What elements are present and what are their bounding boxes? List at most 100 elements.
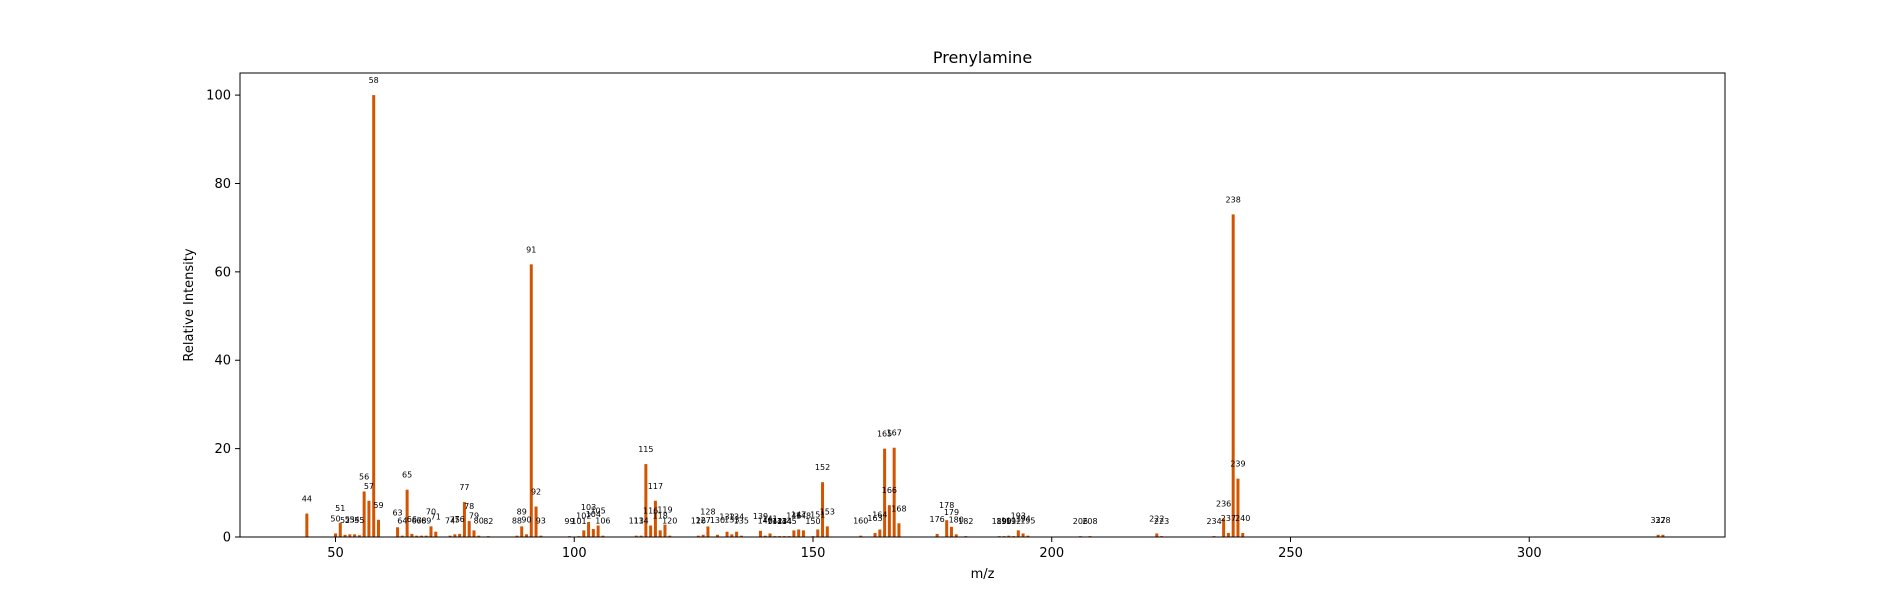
peak-bar	[639, 535, 643, 537]
peak-label: 168	[891, 504, 906, 513]
x-axis-title: m/z	[971, 567, 995, 582]
peak-bar	[768, 533, 772, 537]
x-tick-label: 100	[562, 546, 587, 561]
peak-bar	[1021, 533, 1025, 537]
peak-bar	[892, 447, 896, 537]
peak-bar	[1241, 533, 1245, 537]
peak-bar	[821, 482, 825, 537]
peak-label: 328	[1655, 516, 1670, 525]
peak-label: 44	[302, 495, 312, 504]
peak-label: 50	[330, 514, 340, 523]
peak-bar	[477, 535, 481, 537]
peak-label: 119	[657, 506, 672, 515]
peak-bar	[887, 505, 891, 537]
peak-label: 59	[373, 501, 383, 510]
peak-bar	[696, 535, 700, 537]
peak-bar	[653, 500, 657, 537]
peak-bar	[472, 530, 476, 537]
peak-label: 180	[949, 515, 964, 524]
peak-label: 102	[576, 511, 591, 520]
peak-bar	[333, 533, 337, 537]
peak-label: 206	[1073, 517, 1088, 526]
peak-label: 179	[944, 508, 959, 517]
peak-label: 120	[662, 517, 677, 526]
peak-label: 103	[581, 503, 596, 512]
peak-label: 135	[734, 517, 749, 526]
peak-label: 66	[407, 515, 417, 524]
peak-bar	[878, 529, 882, 537]
peak-label: 92	[531, 488, 541, 497]
peak-label: 139	[753, 512, 768, 521]
peak-label: 163	[867, 514, 882, 523]
peak-label: 54	[350, 515, 360, 524]
peak-label: 195	[1020, 517, 1035, 526]
peak-bar	[883, 448, 887, 537]
peak-bar	[634, 535, 638, 537]
peak-bar	[415, 535, 419, 537]
x-tick-label: 150	[801, 546, 826, 561]
peak-bar	[1661, 534, 1665, 537]
peak-bar	[701, 534, 705, 537]
peak-label: 105	[590, 507, 605, 516]
peak-bar	[668, 535, 672, 537]
peak-bar	[1016, 530, 1020, 537]
x-tick-label: 200	[1039, 546, 1064, 561]
peak-label: 93	[536, 517, 546, 526]
peak-label: 58	[369, 76, 379, 85]
peak-bar	[1026, 535, 1030, 537]
peak-bar	[1236, 478, 1240, 537]
peak-label: 130	[710, 516, 725, 525]
peak-label: 77	[459, 483, 469, 492]
peak-label: 134	[729, 513, 744, 522]
peak-bar	[663, 524, 667, 537]
peak-label: 76	[455, 515, 465, 524]
peak-label: 189	[992, 517, 1007, 526]
peak-label: 132	[719, 513, 734, 522]
peak-label: 192	[1006, 517, 1021, 526]
peak-label: 118	[653, 511, 668, 520]
peak-bar	[1231, 214, 1235, 537]
peak-label: 55	[354, 516, 364, 525]
peak-bar	[353, 534, 357, 537]
peak-bar	[357, 535, 361, 537]
peak-label: 190	[996, 517, 1011, 526]
peak-label: 142	[767, 517, 782, 526]
peak-label: 51	[335, 504, 345, 513]
peak-label: 240	[1235, 514, 1250, 523]
peak-bar	[873, 533, 877, 537]
peak-bar	[305, 513, 309, 537]
peak-label: 153	[820, 507, 835, 516]
peak-label: 191	[1001, 517, 1016, 526]
peak-bar	[582, 530, 586, 537]
peak-bar	[816, 529, 820, 537]
peak-bar	[801, 530, 805, 537]
peak-bar	[400, 535, 404, 537]
peak-bar	[419, 535, 423, 537]
peak-bar	[448, 535, 452, 537]
peak-bar	[424, 535, 428, 537]
peak-label: 56	[359, 472, 369, 481]
x-axis: 50 100 150 200 250 300	[327, 537, 1542, 561]
peak-label: 176	[929, 515, 944, 524]
peak-bar	[725, 531, 729, 537]
peak-label: 143	[772, 517, 787, 526]
peak-label: 146	[786, 511, 801, 520]
peak-bar	[596, 525, 600, 537]
peak-bar	[367, 500, 371, 537]
peak-label: 115	[638, 445, 653, 454]
peak-bar	[372, 95, 376, 537]
peak-label: 164	[872, 510, 887, 519]
x-tick-label: 300	[1517, 546, 1542, 561]
peak-bar	[1222, 518, 1226, 537]
peak-label: 193	[1011, 511, 1026, 520]
y-tick-label: 100	[206, 89, 231, 104]
peak-label: 117	[648, 482, 663, 491]
peak-label: 68	[416, 517, 426, 526]
peak-label: 234	[1206, 517, 1221, 526]
peak-bar	[730, 534, 734, 537]
peak-label: 126	[691, 517, 706, 526]
peak-label: 114	[633, 517, 648, 526]
peak-bar	[396, 527, 400, 537]
